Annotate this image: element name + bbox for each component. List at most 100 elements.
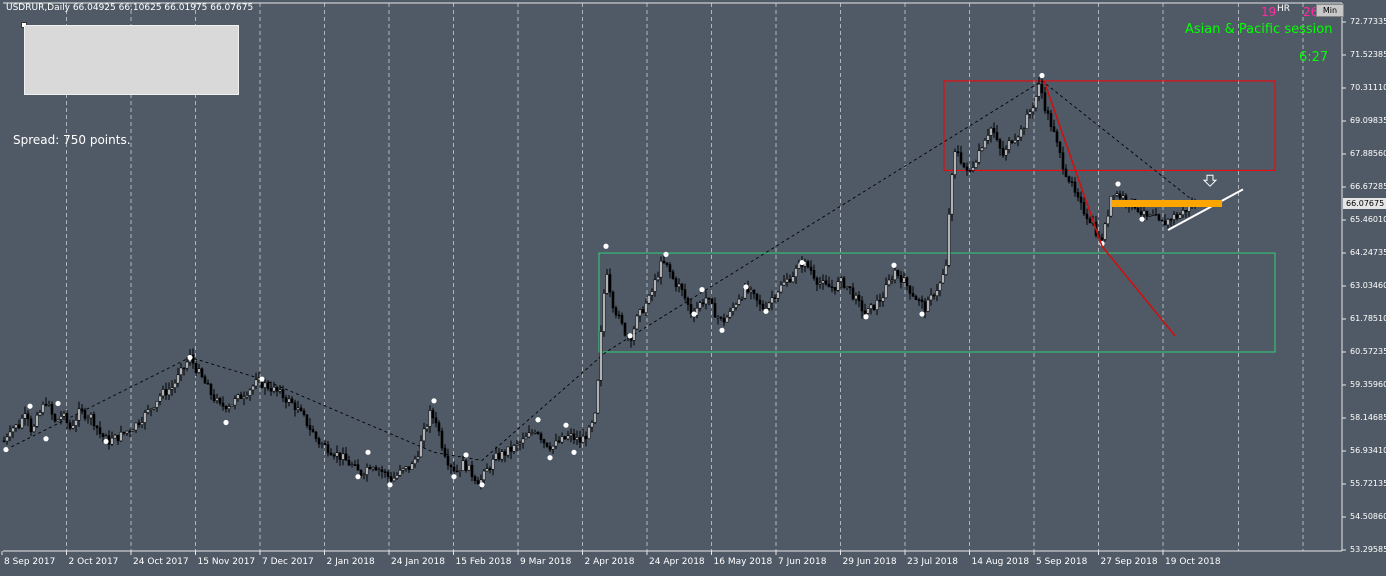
hour-counter-2: 26 — [1303, 5, 1319, 19]
candle-body — [866, 308, 870, 314]
swing-point-dot — [355, 474, 361, 480]
candle-body — [938, 282, 942, 291]
candle-body — [815, 277, 819, 285]
candle-body — [407, 466, 411, 470]
swing-point-dot — [451, 474, 457, 480]
candle-body — [1004, 149, 1008, 156]
info-panel[interactable] — [24, 25, 239, 95]
candle-body — [1061, 152, 1065, 170]
swing-point-dot — [387, 482, 393, 488]
candle-body — [734, 304, 738, 308]
minimize-button[interactable]: Min — [1316, 4, 1344, 17]
candle-body — [1169, 219, 1173, 221]
candle-body — [401, 468, 405, 471]
candle-body — [941, 274, 945, 284]
candle-body — [719, 316, 723, 319]
swing-point-dot — [891, 262, 897, 268]
candle-body — [944, 265, 948, 275]
y-tick-label: 69.09835 — [1350, 116, 1386, 125]
candle-body — [953, 151, 957, 175]
candle-body — [1157, 214, 1161, 221]
candle-body — [98, 427, 102, 435]
candle-body — [767, 302, 771, 309]
zigzag-line — [5, 80, 1197, 461]
candle-body — [59, 416, 63, 420]
candle-body — [830, 286, 834, 289]
candle-body — [1019, 128, 1023, 138]
candle-body — [2, 440, 6, 443]
candle-body — [209, 383, 213, 396]
candle-body — [1001, 147, 1005, 156]
x-tick-label: 2 Jan 2018 — [326, 557, 375, 567]
candle-body — [509, 446, 513, 452]
candle-body — [812, 270, 816, 279]
candle-body — [611, 291, 615, 309]
candle-body — [50, 404, 54, 415]
candle-body — [329, 452, 333, 456]
candle-body — [29, 418, 33, 433]
swing-point-dot — [365, 449, 371, 455]
candle-body — [554, 440, 558, 447]
candle-body — [1148, 214, 1152, 217]
candle-body — [704, 297, 708, 305]
candle-body — [1178, 214, 1182, 219]
spread-label: Spread: 750 points. — [13, 133, 131, 147]
candle-body — [884, 284, 888, 299]
candle-body — [989, 127, 993, 136]
candle-body — [1067, 176, 1071, 182]
candle-body — [752, 289, 756, 295]
candle-body — [806, 261, 810, 268]
swing-point-dot — [1039, 72, 1045, 79]
y-tick-label: 61.78510 — [1350, 314, 1386, 323]
candle-body — [917, 299, 921, 302]
candle-body — [737, 298, 741, 305]
candle-body — [842, 277, 846, 288]
candle-body — [578, 437, 582, 443]
candle-body — [95, 425, 99, 429]
candle-body — [104, 435, 108, 437]
candle-body — [227, 406, 231, 410]
candle-body — [914, 295, 918, 301]
candle-body — [749, 289, 753, 293]
candle-body — [902, 277, 906, 283]
candle-body — [1175, 214, 1179, 219]
candle-body — [641, 309, 645, 314]
candle-body — [392, 477, 396, 482]
candle-body — [341, 453, 345, 460]
y-tick-label: 65.46010 — [1350, 215, 1386, 224]
candle-body — [854, 294, 858, 300]
candle-body — [1121, 195, 1125, 199]
candle-body — [668, 264, 672, 273]
candle-body — [89, 414, 93, 419]
candle-body — [296, 407, 300, 410]
y-tick-label: 71.52385 — [1350, 50, 1386, 59]
candle-body — [416, 456, 420, 460]
range-zone-box — [598, 252, 1276, 353]
candle-body — [980, 147, 984, 152]
candle-body — [572, 433, 576, 440]
candle-body — [77, 408, 81, 421]
candle-body — [386, 471, 390, 477]
x-tick-label: 8 Sep 2017 — [4, 557, 56, 567]
candle-body — [1064, 168, 1068, 177]
candle-body — [311, 429, 315, 433]
candle-body — [1139, 211, 1143, 215]
candle-body — [491, 459, 495, 470]
candle-body — [827, 283, 831, 288]
x-tick-label: 9 Mar 2018 — [520, 557, 572, 567]
candle-body — [962, 162, 966, 168]
candle-body — [290, 398, 294, 403]
candle-body — [947, 213, 951, 266]
candle-body — [74, 420, 78, 426]
candle-body — [698, 302, 702, 309]
candle-body — [1046, 110, 1050, 114]
candle-body — [335, 452, 339, 457]
candle-body — [431, 410, 435, 419]
candle-body — [587, 426, 591, 440]
candle-body — [1145, 210, 1149, 217]
candle-body — [689, 304, 693, 315]
candle-body — [1103, 223, 1107, 240]
candle-body — [890, 279, 894, 282]
